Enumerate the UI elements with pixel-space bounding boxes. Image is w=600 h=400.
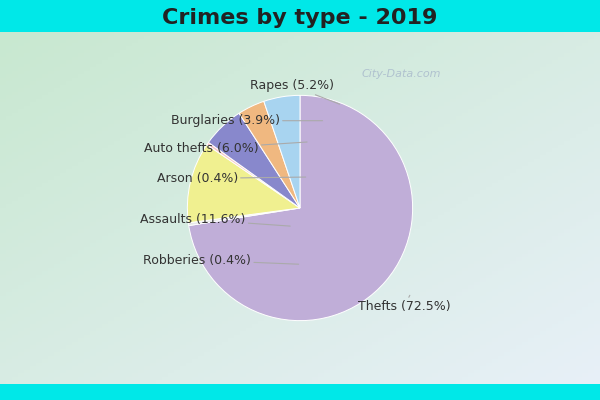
Wedge shape bbox=[187, 145, 300, 223]
Wedge shape bbox=[207, 142, 300, 208]
Text: City-Data.com: City-Data.com bbox=[361, 69, 441, 79]
Wedge shape bbox=[189, 95, 413, 321]
Text: Thefts (72.5%): Thefts (72.5%) bbox=[358, 295, 451, 313]
Text: Rapes (5.2%): Rapes (5.2%) bbox=[250, 79, 340, 104]
Text: Robberies (0.4%): Robberies (0.4%) bbox=[143, 254, 299, 266]
Text: Assaults (11.6%): Assaults (11.6%) bbox=[140, 213, 290, 226]
Wedge shape bbox=[239, 101, 300, 208]
Text: Crimes by type - 2019: Crimes by type - 2019 bbox=[163, 8, 437, 28]
Wedge shape bbox=[188, 208, 300, 226]
Text: Burglaries (3.9%): Burglaries (3.9%) bbox=[171, 114, 323, 127]
Text: Arson (0.4%): Arson (0.4%) bbox=[157, 172, 305, 185]
Wedge shape bbox=[264, 95, 300, 208]
Wedge shape bbox=[208, 113, 300, 208]
Text: Auto thefts (6.0%): Auto thefts (6.0%) bbox=[144, 142, 307, 155]
